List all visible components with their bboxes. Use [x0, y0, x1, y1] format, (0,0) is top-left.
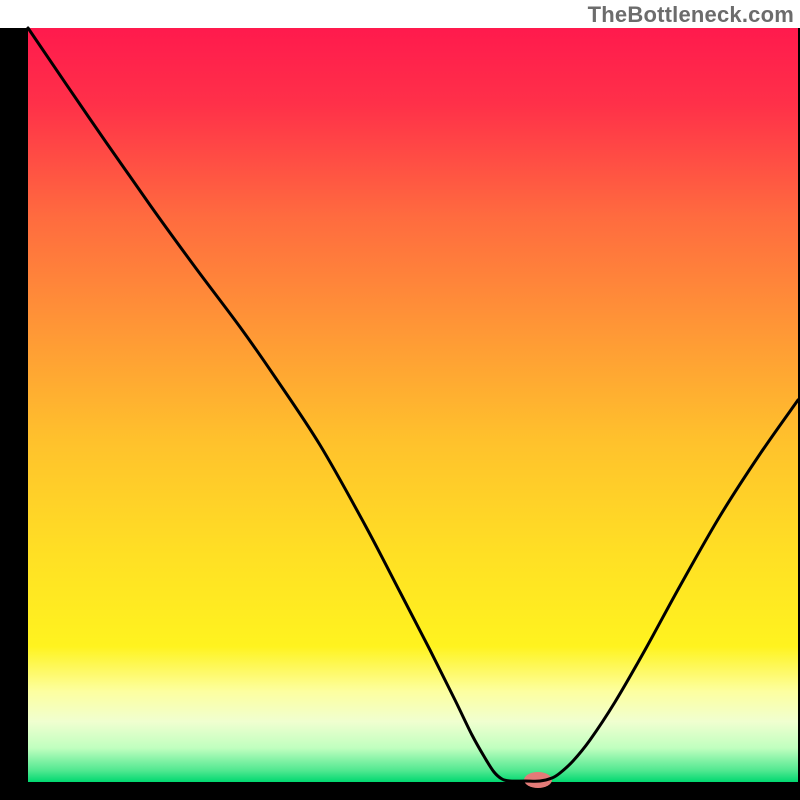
- plot-background: [28, 28, 798, 782]
- bottleneck-curve-chart: [0, 0, 800, 800]
- chart-container: { "watermark": { "text": "TheBottleneck.…: [0, 0, 800, 800]
- watermark-text: TheBottleneck.com: [588, 2, 794, 28]
- frame-left-bar: [0, 28, 28, 782]
- frame-bottom-bar: [0, 782, 800, 800]
